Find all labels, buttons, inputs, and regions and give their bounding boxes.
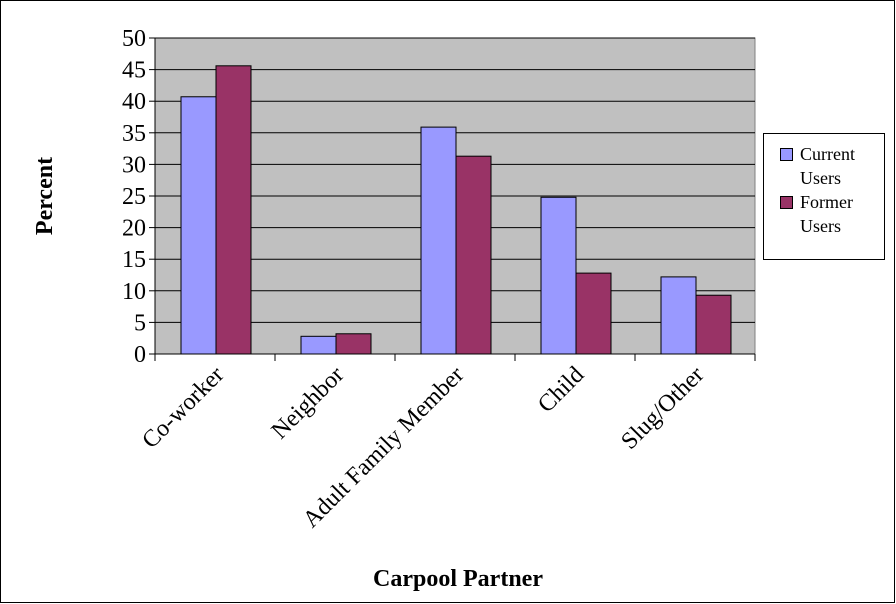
bar (300, 335, 337, 355)
legend: Current Users Former Users (763, 133, 885, 260)
y-tick-label: 5 (134, 310, 146, 336)
y-tick-label: 35 (122, 121, 146, 147)
legend-label: Current Users (800, 144, 855, 188)
bar (215, 65, 252, 355)
y-tick-label: 0 (134, 342, 146, 368)
y-tick-label: 30 (122, 152, 146, 178)
y-tick-label: 45 (122, 58, 146, 84)
bar (455, 155, 492, 355)
bar (180, 96, 217, 355)
bar (420, 126, 457, 355)
y-tick-label: 20 (122, 216, 146, 242)
y-tick-label: 25 (122, 184, 146, 210)
legend-item: Current Users (780, 142, 890, 190)
y-tick-label: 15 (122, 247, 146, 273)
legend-label: Former Users (800, 192, 853, 236)
y-axis-title: Percent (32, 157, 58, 235)
bar (335, 333, 372, 355)
y-tick-label: 10 (122, 279, 146, 305)
bar (660, 276, 697, 355)
legend-item: Former Users (780, 190, 890, 238)
y-tick-label: 50 (122, 26, 146, 52)
bar (695, 294, 732, 355)
bar (540, 196, 577, 355)
bar (575, 272, 612, 355)
x-axis-title: Carpool Partner (373, 566, 543, 592)
y-tick-label: 40 (122, 89, 146, 115)
legend-swatch (780, 148, 793, 161)
legend-swatch (780, 196, 793, 209)
